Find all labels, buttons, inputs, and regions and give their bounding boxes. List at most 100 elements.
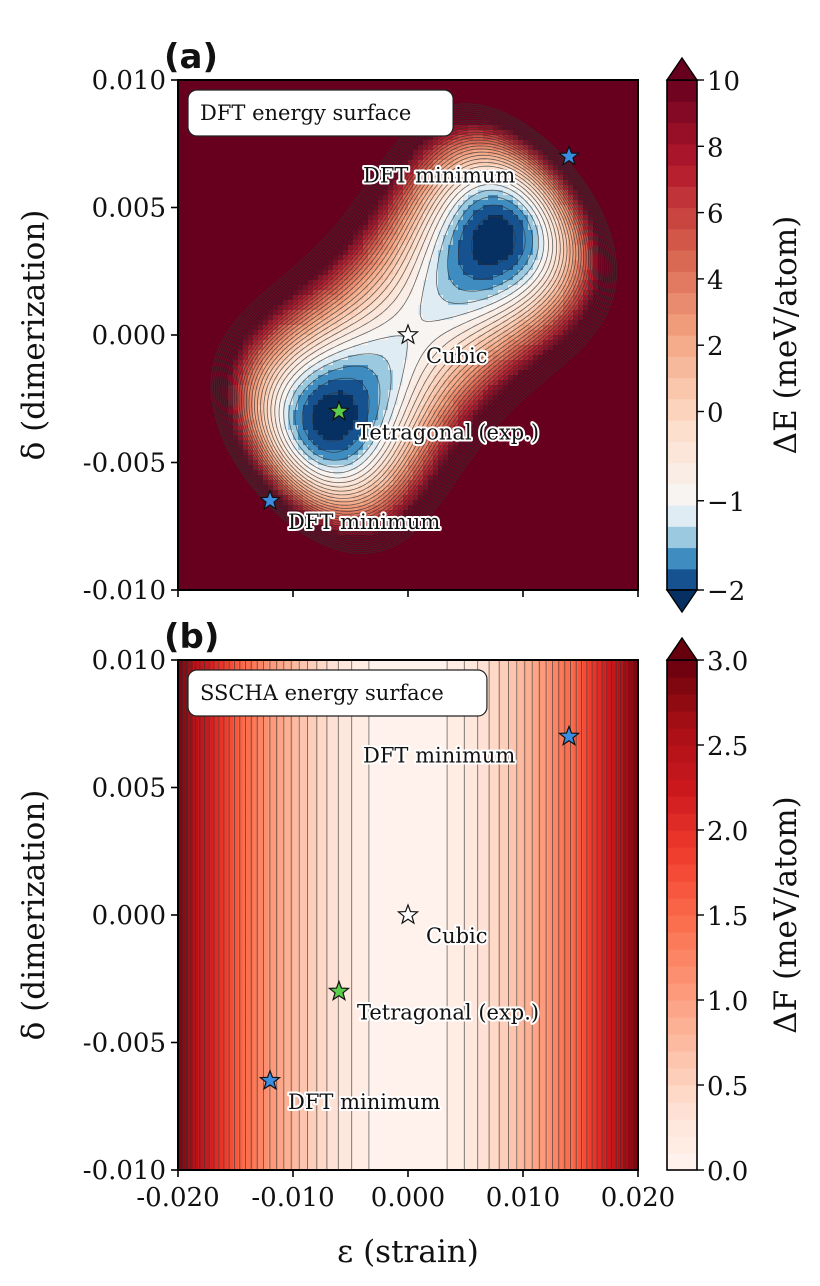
panel-b: -0.020 -0.010 0.000 0.010 0.020-0.010-0.0050… <box>16 617 804 1270</box>
colorbar-tick-label: 0.5 <box>707 1072 748 1102</box>
y-tick-label: -0.010 <box>83 576 166 606</box>
colorbar-band <box>667 398 697 421</box>
y-tick-label: -0.005 <box>83 1029 166 1059</box>
colorbar-band <box>667 122 697 145</box>
colorbar-band <box>667 377 697 400</box>
colorbar-band <box>667 915 697 933</box>
point-annotation: Cubic <box>426 924 488 948</box>
colorbar-band <box>667 694 697 712</box>
x-axis-label: ε (strain) <box>337 1234 479 1270</box>
title-box <box>187 669 488 717</box>
panel-a: -0.010 -0.005 0.000 0.005 0.010 δ (dimerizati… <box>16 37 804 614</box>
colorbar-band <box>667 462 697 485</box>
x-tick-label: 0.010 <box>486 1183 560 1213</box>
colorbar-band <box>667 983 697 1001</box>
colorbar-extend-max <box>665 636 699 661</box>
colorbar-band <box>667 1068 697 1086</box>
point-annotation: Tetragonal (exp.) <box>357 1001 539 1025</box>
colorbar-band <box>667 207 697 230</box>
colorbar-tick-label: 2.5 <box>707 732 748 762</box>
y-tick-label: 0.000 <box>92 321 166 351</box>
title-box-text: DFT energy surface <box>200 101 411 125</box>
colorbar-tick-label: 0.0 <box>707 1157 748 1187</box>
colorbar-band <box>667 881 697 899</box>
colorbar-band <box>667 677 697 695</box>
colorbar-band <box>667 762 697 780</box>
colorbar-band <box>667 271 697 294</box>
colorbar: 0.0 0.5 1.0 1.5 2.0 2.5 3.0 ΔF (meV/atom) <box>665 636 804 1187</box>
colorbar-band <box>667 847 697 865</box>
colorbar-band <box>667 1034 697 1052</box>
x-tick-label: 0.000 <box>371 1183 445 1213</box>
point-annotation: DFT minimum <box>363 744 515 768</box>
colorbar-tick-label: 1.0 <box>707 987 748 1017</box>
colorbar-tick-label: 2 <box>707 332 724 362</box>
y-tick-label: 0.000 <box>92 901 166 931</box>
marker-star <box>396 903 420 925</box>
point-annotation: DFT minimum <box>288 510 440 534</box>
colorbar-band <box>667 830 697 848</box>
colorbar-tick-label: 8 <box>707 133 724 163</box>
colorbar-band <box>667 1051 697 1069</box>
colorbar-band <box>667 813 697 831</box>
colorbar-band <box>667 1119 697 1137</box>
contour-lines <box>181 660 635 1170</box>
colorbar-band <box>667 745 697 763</box>
point-annotation: DFT minimum <box>288 1090 440 1114</box>
y-tick-label: 0.005 <box>92 194 166 224</box>
point-annotation: Cubic <box>426 344 488 368</box>
marker-star <box>327 399 351 421</box>
point-annotation: DFT minimum <box>363 164 515 188</box>
colorbar-tick-label: 10 <box>707 67 740 97</box>
colorbar-band <box>667 143 697 166</box>
y-tick-label: 0.005 <box>92 774 166 804</box>
colorbar-tick-label: −2 <box>707 577 745 607</box>
y-axis-label: δ (dimerization) <box>16 790 52 1041</box>
colorbar-band <box>667 526 697 549</box>
colorbar-band <box>667 483 697 506</box>
colorbar-band <box>667 779 697 797</box>
colorbar-extend-max <box>665 56 699 81</box>
colorbar-band <box>667 711 697 729</box>
y-axis-label: δ (dimerization) <box>16 210 52 461</box>
point-annotation: Tetragonal (exp.) <box>357 421 539 445</box>
colorbar-extend-min <box>665 589 699 614</box>
colorbar-band <box>667 1085 697 1103</box>
colorbar-tick-label: 2.0 <box>707 817 748 847</box>
panel-label: (b) <box>164 617 219 657</box>
marker-star <box>258 1069 282 1091</box>
x-tick-label: 0.020 <box>601 1183 675 1213</box>
colorbar-tick-label: 1.5 <box>707 902 748 932</box>
colorbar-band <box>667 250 697 272</box>
colorbar-tick-label: −1 <box>707 488 745 518</box>
x-tick-label: -0.010 <box>251 1183 334 1213</box>
colorbar-band <box>667 547 697 570</box>
colorbar-band <box>667 864 697 882</box>
colorbar-band <box>667 80 697 102</box>
colorbar-band <box>667 932 697 950</box>
marker-star <box>258 489 282 511</box>
colorbar-tick-label: 6 <box>707 200 724 230</box>
colorbar-band <box>667 949 697 967</box>
colorbar-band <box>667 1102 697 1120</box>
colorbar-band <box>667 1153 697 1171</box>
y-tick-label: -0.010 <box>83 1156 166 1186</box>
colorbar-tick-label: 0 <box>707 399 724 429</box>
colorbar-band <box>667 101 697 124</box>
colorbar-band <box>667 568 697 591</box>
marker-star <box>327 979 351 1001</box>
colorbar-band <box>667 356 697 379</box>
colorbar-band <box>667 165 697 187</box>
colorbar-band <box>667 1017 697 1035</box>
colorbar-tick-label: 3.0 <box>707 647 748 677</box>
colorbar-band <box>667 796 697 814</box>
colorbar-band <box>667 660 697 678</box>
colorbar-band <box>667 505 697 527</box>
x-tick-label: -0.020 <box>136 1183 219 1213</box>
colorbar-band <box>667 898 697 916</box>
colorbar-band <box>667 441 697 464</box>
y-tick-label: -0.005 <box>83 449 166 479</box>
colorbar-band <box>667 420 697 442</box>
marker-star <box>557 724 581 746</box>
colorbar-band <box>667 966 697 984</box>
